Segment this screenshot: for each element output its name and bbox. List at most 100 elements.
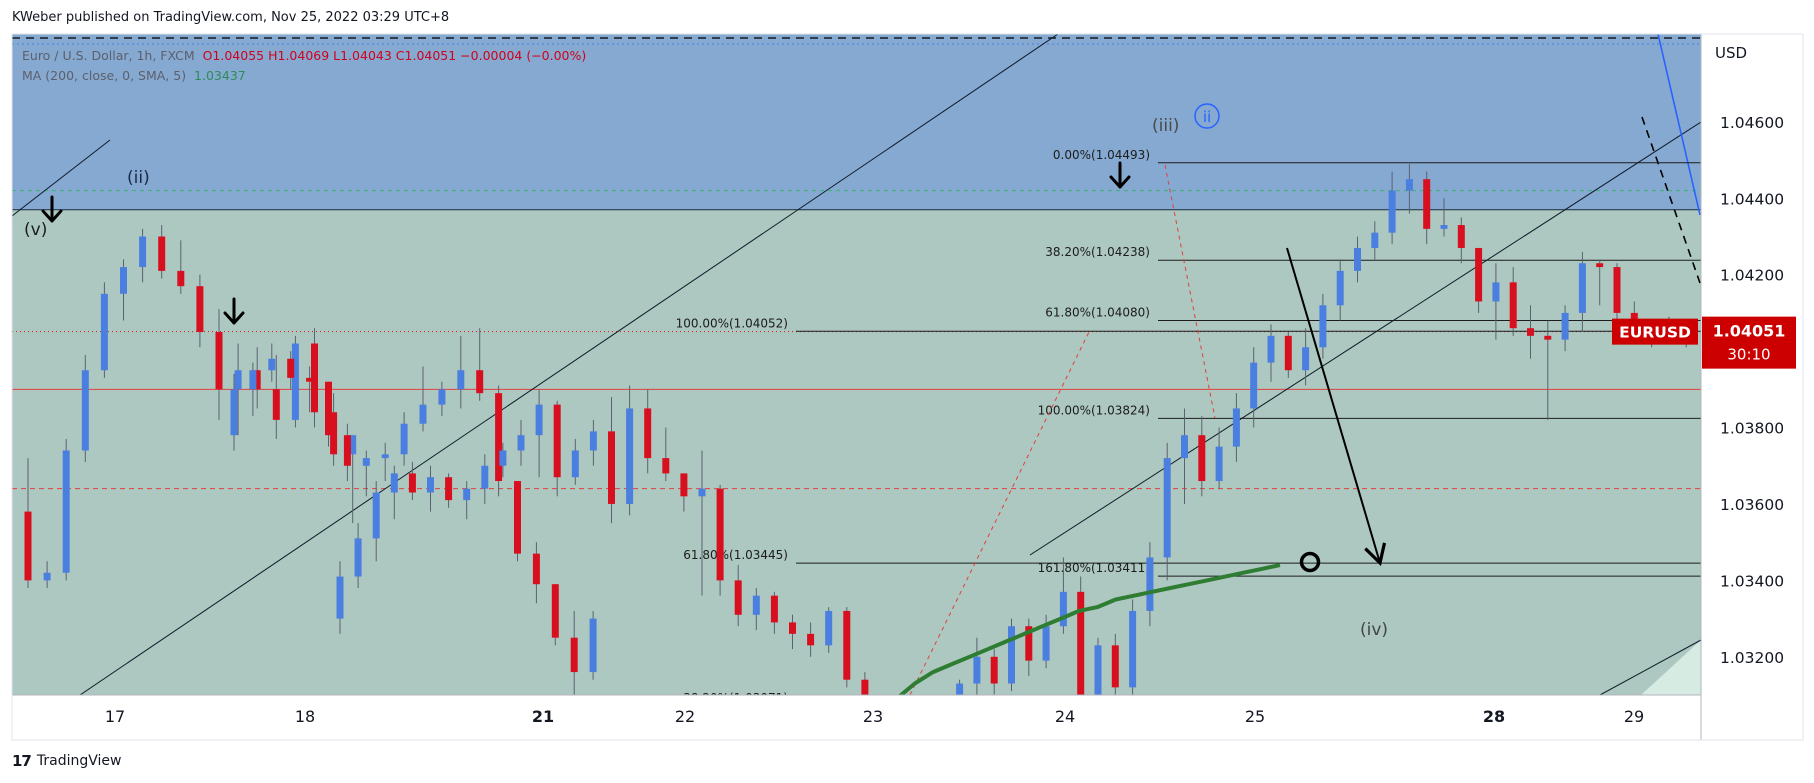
candle-up bbox=[517, 435, 525, 451]
wave-label: (iii) bbox=[1152, 116, 1179, 136]
fib-connector bbox=[1164, 164, 1216, 419]
down-arrow-icon bbox=[223, 297, 245, 325]
candle-up bbox=[81, 370, 89, 451]
time-axis-tick: 23 bbox=[863, 707, 883, 726]
candle-down bbox=[1457, 225, 1465, 248]
candle-up bbox=[1042, 626, 1050, 661]
candle-down bbox=[553, 404, 561, 478]
candle-down bbox=[716, 488, 724, 581]
price-tag-countdown: 30:10 bbox=[1727, 346, 1770, 364]
candle-down bbox=[532, 553, 540, 585]
time-axis-tick: 18 bbox=[295, 707, 315, 726]
candle-down bbox=[1111, 645, 1119, 688]
down-arrow-icon bbox=[41, 195, 63, 223]
candle-down bbox=[789, 622, 796, 634]
candle-up bbox=[362, 458, 370, 466]
candle-up bbox=[1354, 247, 1361, 271]
price-axis-tick: 1.04600 bbox=[1720, 114, 1784, 132]
candle-up bbox=[100, 293, 108, 371]
legend-ohlc: O1.04055 H1.04069 L1.04043 C1.04051 −0.0… bbox=[202, 48, 587, 63]
price-axis-tick: 1.04200 bbox=[1720, 267, 1784, 285]
candle-up bbox=[1250, 362, 1258, 409]
candle-down bbox=[662, 458, 670, 474]
candle-down bbox=[158, 236, 166, 271]
candle-down bbox=[861, 679, 869, 695]
candle-up bbox=[1302, 347, 1310, 371]
legend-ma-label: MA (200, close, 0, SMA, 5) bbox=[22, 68, 187, 83]
wave-label: (v) bbox=[24, 220, 47, 240]
candle-up bbox=[1094, 645, 1102, 695]
fib-connector bbox=[909, 329, 1091, 695]
candle-down bbox=[306, 377, 314, 382]
candle-up bbox=[571, 450, 579, 478]
fib-level-label: 161.80%(1.03411) bbox=[1038, 561, 1150, 575]
legend-ma-value: 1.03437 bbox=[194, 68, 246, 83]
candle-down bbox=[608, 431, 615, 504]
projection-arrow bbox=[1286, 247, 1387, 567]
candle-up bbox=[1232, 408, 1240, 447]
candle-up bbox=[438, 389, 446, 405]
candle-down bbox=[408, 473, 416, 493]
time-axis-tick: 28 bbox=[1483, 707, 1505, 726]
candle-up bbox=[1146, 557, 1154, 611]
candle-up bbox=[922, 737, 929, 745]
candle-up bbox=[43, 572, 51, 581]
candle-up bbox=[457, 370, 465, 390]
time-axis-tick: 22 bbox=[675, 707, 695, 726]
candle-up bbox=[1440, 225, 1448, 229]
candle-up bbox=[589, 431, 597, 451]
time-axis-tick: 24 bbox=[1055, 707, 1075, 726]
candle-up bbox=[427, 477, 434, 493]
wave-circle-icon bbox=[1194, 103, 1220, 129]
candle-up bbox=[400, 423, 408, 455]
candle-down bbox=[843, 610, 851, 680]
price-tag-value: 1.04051 bbox=[1713, 322, 1786, 341]
candle-up bbox=[1319, 305, 1327, 348]
candle-up bbox=[419, 404, 427, 424]
candle-up bbox=[1492, 282, 1500, 302]
candle-down bbox=[1544, 335, 1552, 340]
legend-symbol: Euro / U.S. Dollar, 1h, FXCM bbox=[22, 48, 195, 63]
candle-up bbox=[1129, 610, 1137, 688]
symbol-tag-label: EURUSD bbox=[1619, 324, 1691, 342]
candle-down bbox=[1613, 267, 1621, 313]
wave-label: (ii) bbox=[127, 168, 150, 188]
candle-down bbox=[1509, 282, 1517, 329]
candle-up bbox=[381, 454, 389, 459]
candle-up bbox=[1163, 458, 1171, 558]
candle-up bbox=[825, 610, 833, 646]
candle-up bbox=[463, 488, 471, 501]
candle-down bbox=[287, 358, 295, 378]
candle-up bbox=[1561, 312, 1569, 340]
candle-up bbox=[291, 343, 299, 420]
candle-down bbox=[311, 343, 318, 413]
price-axis-currency: USD bbox=[1715, 44, 1747, 62]
candle-up bbox=[499, 450, 507, 466]
candle-up bbox=[234, 370, 242, 390]
candle-up bbox=[1578, 263, 1586, 313]
price-axis-tick: 1.03400 bbox=[1720, 572, 1784, 590]
candle-down bbox=[551, 584, 559, 638]
candle-up bbox=[481, 465, 489, 489]
candle-up bbox=[1336, 270, 1344, 306]
candle-up bbox=[939, 726, 946, 737]
candle-down bbox=[644, 408, 652, 459]
candle-down bbox=[1423, 179, 1431, 229]
candle-up bbox=[956, 683, 964, 695]
moving-average-line bbox=[897, 563, 1281, 695]
candle-down bbox=[330, 412, 338, 455]
time-axis-tick: 17 bbox=[105, 707, 125, 726]
price-chart[interactable]: 0.00%(1.04493) 38.20%(1.04238) 61.80%(1.04… bbox=[0, 0, 1814, 745]
publisher-caption: KWeber published on TradingView.com, Nov… bbox=[12, 10, 450, 25]
candle-up bbox=[390, 473, 398, 493]
candle-up bbox=[336, 576, 344, 619]
candle-up bbox=[139, 236, 147, 268]
candle-down bbox=[570, 637, 578, 673]
candle-down bbox=[990, 656, 998, 684]
blue-zone bbox=[12, 34, 1701, 210]
time-axis-tick: 21 bbox=[532, 707, 554, 726]
candle-down bbox=[680, 473, 688, 497]
channel-line bbox=[1599, 639, 1701, 695]
candle-up bbox=[973, 656, 981, 684]
wave-label: ii bbox=[1203, 108, 1211, 126]
